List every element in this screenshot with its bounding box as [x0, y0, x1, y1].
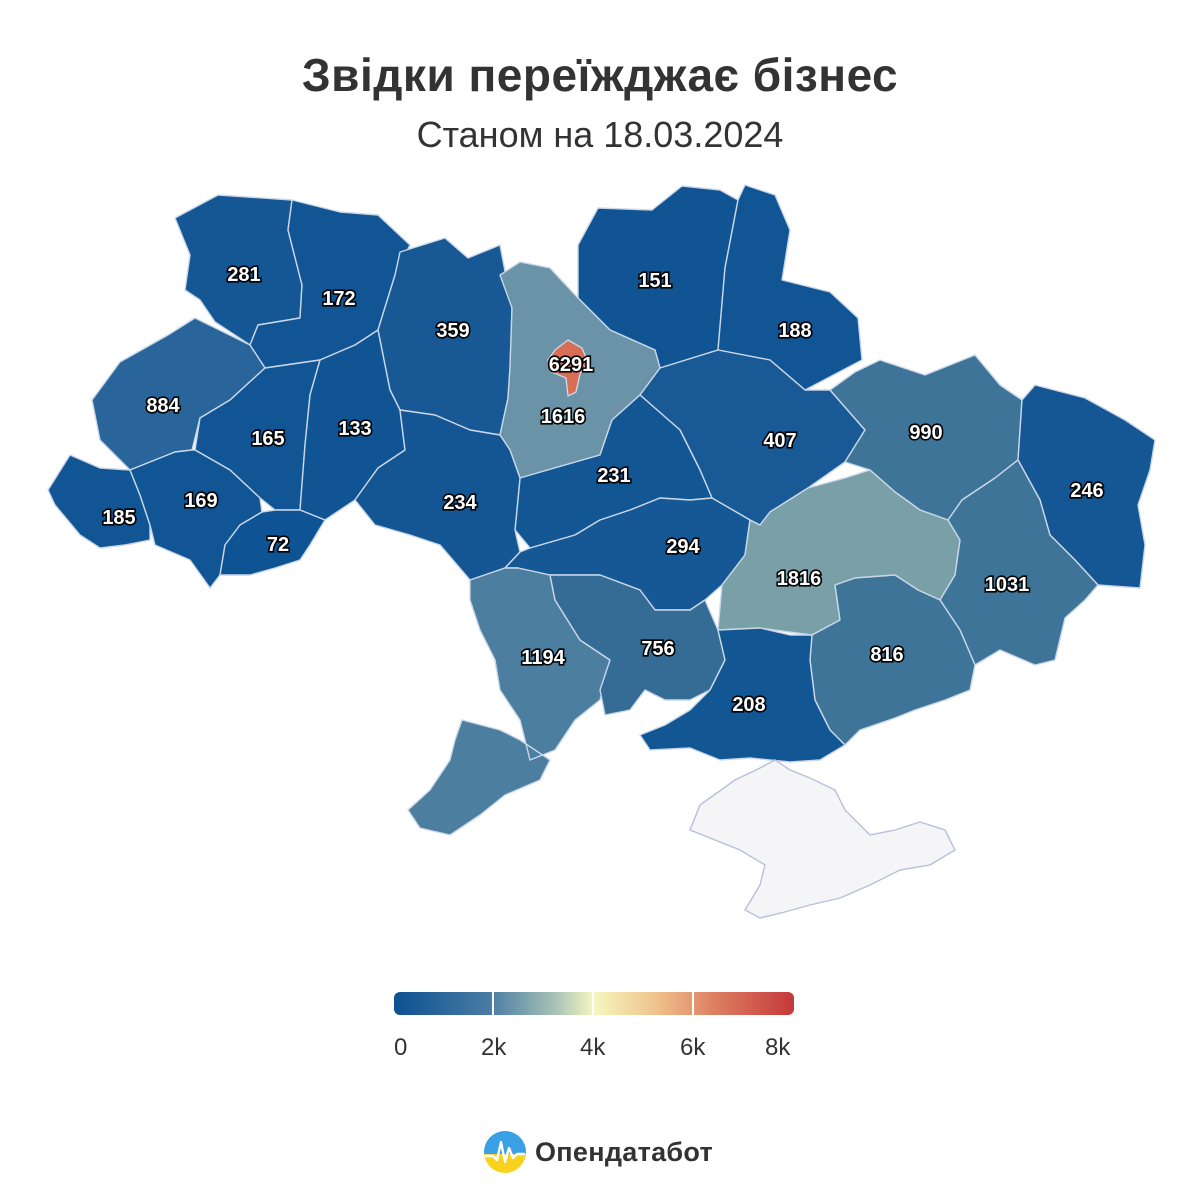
- chart-title: Звідки переїжджає бізнес: [301, 49, 899, 101]
- region-label: 407: [763, 430, 796, 452]
- map-labels: 281 172 359 151 188 884 165 133 6291 161…: [101, 262, 1106, 717]
- region-label: 1031: [985, 574, 1030, 596]
- legend-tick: 8k: [765, 1034, 791, 1061]
- region-9[interactable]: [547, 339, 589, 397]
- map-regions: [47, 184, 1156, 836]
- legend-tick: 6k: [680, 1034, 706, 1061]
- region-label: 816: [870, 644, 903, 666]
- region-label: 231: [597, 465, 630, 487]
- region-22[interactable]: [549, 574, 726, 716]
- region-label: 133: [338, 418, 371, 440]
- legend-tick: 4k: [580, 1034, 606, 1061]
- region-label: 169: [184, 490, 217, 512]
- brand-logo[interactable]: Опендатабот: [483, 1130, 713, 1174]
- region-label: 185: [102, 507, 135, 529]
- region-label: 188: [778, 320, 811, 342]
- legend-separator: [492, 992, 494, 1015]
- region-label: 172: [322, 288, 355, 310]
- region-label: 165: [251, 428, 284, 450]
- region-label: 359: [436, 320, 469, 342]
- chart-subtitle: Станом на 18.03.2024: [416, 114, 784, 155]
- legend-separator: [692, 992, 694, 1015]
- region-label: 281: [227, 264, 260, 286]
- region-21[interactable]: [407, 567, 611, 836]
- region-label: 208: [732, 694, 765, 716]
- region-label: 756: [641, 638, 674, 660]
- opendatabot-logo-icon: [484, 1131, 526, 1173]
- region-15[interactable]: [47, 454, 151, 549]
- region-label: 246: [1070, 480, 1103, 502]
- region-label: 884: [146, 395, 180, 417]
- crimea-region: [689, 759, 956, 919]
- region-17[interactable]: [219, 509, 326, 576]
- color-scale-bar: [394, 992, 794, 1015]
- region-label: 294: [666, 536, 700, 558]
- region-label: 72: [267, 534, 289, 556]
- region-label: 6291: [549, 354, 594, 376]
- legend-tick: 0: [394, 1034, 408, 1061]
- region-label: 1194: [521, 647, 565, 669]
- legend-tick: 2k: [481, 1034, 507, 1061]
- region-label: 234: [443, 492, 477, 514]
- region-label: 1616: [541, 406, 586, 428]
- region-label: 151: [638, 270, 671, 292]
- region-24[interactable]: [639, 627, 846, 763]
- brand-name: Опендатабот: [535, 1136, 714, 1167]
- legend-separator: [592, 992, 594, 1015]
- region-label: 990: [909, 422, 942, 444]
- region-label: 1816: [777, 568, 822, 590]
